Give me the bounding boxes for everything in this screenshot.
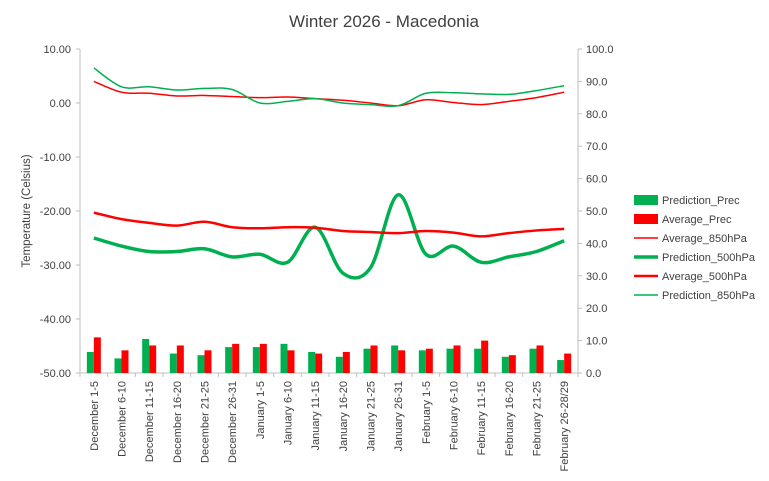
x-tick-label: December 16-20 xyxy=(172,381,184,463)
legend-label-prediction-500hpa: Prediction_500hPa xyxy=(662,252,756,264)
bars xyxy=(86,337,572,373)
x-tick-label: February 11-15 xyxy=(476,381,488,455)
x-tick-label: January 11-15 xyxy=(310,381,322,451)
bar-prediction-prec xyxy=(529,348,537,373)
x-tick-label: February 16-20 xyxy=(504,381,516,456)
bar-average-prec xyxy=(536,345,544,373)
x-tick-label: December 1-5 xyxy=(89,381,101,451)
axes: 10.00 0.00 -10.00 -20.00 -30.00 -40.00 -50.00 1… xyxy=(40,44,614,472)
x-tick-label: February 26-28/29 xyxy=(559,381,571,472)
y-tick-right-label: 70.0 xyxy=(586,141,607,153)
bar-prediction-prec xyxy=(446,348,454,373)
bar-prediction-prec xyxy=(391,345,399,373)
bar-average-prec xyxy=(315,353,323,373)
bar-average-prec xyxy=(176,345,184,373)
bar-prediction-prec xyxy=(252,347,260,373)
x-tick-label: December 21-25 xyxy=(200,381,212,463)
x-tick-label: December 11-15 xyxy=(144,381,156,462)
bar-average-prec xyxy=(508,355,516,373)
y-tick-right-label: 60.0 xyxy=(586,174,607,186)
bar-average-prec xyxy=(342,351,350,373)
bar-prediction-prec xyxy=(557,360,565,373)
y-tick-left-label: -30.00 xyxy=(40,260,71,272)
bar-average-prec xyxy=(398,350,406,373)
bar-average-prec xyxy=(259,343,267,373)
legend-label-average-850hpa: Average_850hPa xyxy=(662,233,748,245)
y-tick-right-label: 0.0 xyxy=(586,368,601,380)
bar-prediction-prec xyxy=(86,351,94,373)
bar-prediction-prec xyxy=(280,343,288,373)
x-tick-label: February 6-10 xyxy=(449,381,461,450)
y-tick-right-label: 90.0 xyxy=(586,76,607,88)
legend: Prediction_Prec Average_Prec Average_850hP… xyxy=(634,195,756,302)
y-tick-right-label: 50.0 xyxy=(586,206,607,218)
y-tick-left-label: -50.00 xyxy=(40,368,71,380)
bar-prediction-prec xyxy=(308,351,316,373)
bar-average-prec xyxy=(425,348,433,373)
bar-prediction-prec xyxy=(501,356,509,373)
line-average-500hpa xyxy=(93,211,565,238)
line-average-850hpa xyxy=(93,80,565,107)
bar-average-prec xyxy=(287,350,295,373)
y-tick-right-label: 20.0 xyxy=(586,303,607,315)
bar-prediction-prec xyxy=(197,355,205,373)
bar-prediction-prec xyxy=(114,358,122,373)
bar-average-prec xyxy=(453,345,461,373)
y-tick-right-label: 80.0 xyxy=(586,109,607,121)
x-tick-label: December 6-10 xyxy=(117,381,129,457)
x-tick-label: January 21-25 xyxy=(366,381,378,451)
line-prediction-500hpa xyxy=(93,193,565,280)
lines xyxy=(93,67,565,280)
y-tick-right-label: 10.0 xyxy=(586,336,607,348)
y-tick-left-label: 10.00 xyxy=(43,44,71,56)
x-tick-label: January 1-5 xyxy=(255,381,267,439)
bar-average-prec xyxy=(370,345,378,373)
y-tick-left-label: -20.00 xyxy=(40,206,71,218)
x-tick-label: January 6-10 xyxy=(283,381,295,445)
line-prediction-850hpa xyxy=(93,67,565,108)
bar-average-prec xyxy=(232,343,240,373)
legend-swatch-prediction-prec xyxy=(634,195,658,205)
y-axis-label-left: Temperature (Celsius) xyxy=(21,154,33,267)
bar-prediction-prec xyxy=(363,348,371,373)
y-tick-left-label: -10.00 xyxy=(40,152,71,164)
x-tick-label: January 16-20 xyxy=(338,381,350,451)
bar-prediction-prec xyxy=(225,347,233,373)
x-tick-label: February 1-5 xyxy=(421,381,433,444)
bar-average-prec xyxy=(481,340,489,373)
bar-prediction-prec xyxy=(169,353,177,373)
y-tick-left-label: 0.00 xyxy=(50,98,71,110)
x-tick-label: February 21-25 xyxy=(532,381,544,456)
bar-average-prec xyxy=(149,345,157,373)
legend-label-prediction-850hpa: Prediction_850hPa xyxy=(662,290,756,302)
y-tick-right-label: 40.0 xyxy=(586,238,607,250)
bar-average-prec xyxy=(204,350,212,373)
bar-average-prec xyxy=(121,350,129,373)
bar-prediction-prec xyxy=(142,338,150,373)
bar-average-prec xyxy=(93,337,101,373)
legend-swatch-average-prec xyxy=(634,214,658,224)
legend-label-prediction-prec: Prediction_Prec xyxy=(662,195,740,207)
legend-label-average-500hpa: Average_500hPa xyxy=(662,271,748,283)
y-tick-left-label: -40.00 xyxy=(40,314,71,326)
bar-prediction-prec xyxy=(474,348,482,373)
bar-prediction-prec xyxy=(418,350,426,373)
legend-label-average-prec: Average_Prec xyxy=(662,214,732,226)
chart-title: Winter 2026 - Macedonia xyxy=(289,12,479,31)
bar-prediction-prec xyxy=(335,356,343,373)
y-tick-right-label: 100.0 xyxy=(586,44,614,56)
x-tick-label: January 26-31 xyxy=(393,381,405,451)
x-tick-label: December 26-31 xyxy=(227,381,239,463)
bar-average-prec xyxy=(564,353,572,373)
y-tick-right-label: 30.0 xyxy=(586,271,607,283)
